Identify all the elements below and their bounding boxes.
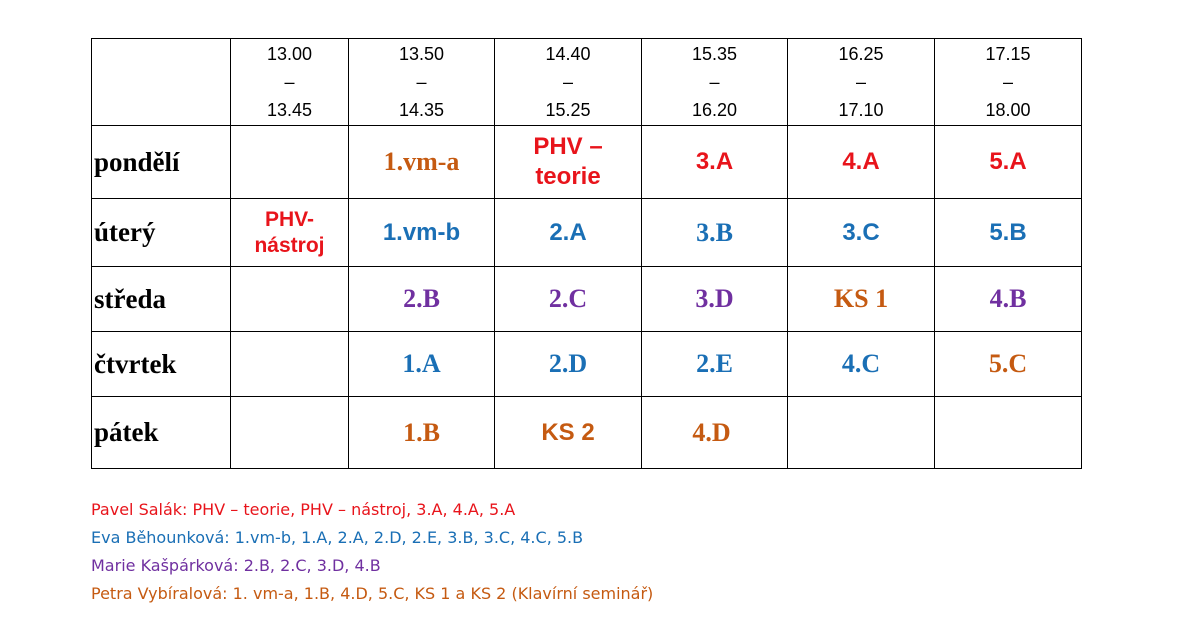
time-slot-5: 16.25 – 17.10: [787, 38, 935, 126]
legend-line-salak: Pavel Salák: PHV – teorie, PHV – nástroj…: [91, 500, 516, 519]
time-end: 15.25: [545, 100, 591, 120]
time-end: 13.45: [266, 100, 313, 120]
lesson-cell: 4.C: [787, 331, 935, 397]
header-row: 13.00 – 13.45 13.50 – 14.35 14.40 – 15.2…: [91, 38, 1082, 126]
lesson-cell: 2.A: [494, 198, 642, 267]
lesson-cell: [230, 125, 349, 199]
lesson-cell: 3.D: [641, 266, 788, 332]
lesson-line: PHV –: [533, 133, 603, 160]
lesson-line: PHV-: [264, 207, 314, 231]
lesson-cell: [934, 396, 1082, 469]
time-slot-4: 15.35 – 16.20: [641, 38, 788, 126]
time-dash: –: [855, 72, 866, 92]
time-start: 17.15: [985, 44, 1031, 64]
lesson-line: teorie: [535, 163, 601, 190]
corner-cell: [91, 38, 231, 126]
lesson-cell: KS 2: [494, 396, 642, 469]
time-end: 16.20: [691, 100, 738, 120]
lesson-cell: [787, 396, 935, 469]
time-dash: –: [1002, 72, 1013, 92]
day-label: čtvrtek: [91, 331, 231, 397]
time-slot-2: 13.50 – 14.35: [348, 38, 495, 126]
time-dash: –: [562, 72, 573, 92]
time-slot-3: 14.40 – 15.25: [494, 38, 642, 126]
day-label: středa: [91, 266, 231, 332]
day-row-thursday: čtvrtek 1.A 2.D 2.E 4.C 5.C: [91, 331, 1082, 397]
lesson-cell: 2.D: [494, 331, 642, 397]
lesson-cell: PHV – teorie: [494, 125, 642, 199]
lesson-cell: [230, 266, 349, 332]
lesson-cell: 2.C: [494, 266, 642, 332]
lesson-cell: PHV- nástroj: [230, 198, 349, 267]
day-label: pondělí: [91, 125, 231, 199]
day-row-friday: pátek 1.B KS 2 4.D: [91, 396, 1082, 469]
legend-line-behounkova: Eva Běhounková: 1.vm-b, 1.A, 2.A, 2.D, 2…: [91, 528, 584, 547]
lesson-cell: 1.B: [348, 396, 495, 469]
lesson-cell: 4.A: [787, 125, 935, 199]
lesson-cell: 3.C: [787, 198, 935, 267]
lesson-line: nástroj: [254, 233, 325, 257]
time-dash: –: [709, 72, 720, 92]
lesson-cell: KS 1: [787, 266, 935, 332]
lesson-cell: 5.A: [934, 125, 1082, 199]
day-row-tuesday: úterý PHV- nástroj 1.vm-b 2.A 3.B 3.C 5.…: [91, 198, 1082, 267]
day-row-monday: pondělí 1.vm-a PHV – teorie 3.A 4.A 5.A: [91, 125, 1082, 199]
time-start: 14.40: [545, 44, 591, 64]
lesson-cell: 2.E: [641, 331, 788, 397]
day-label: pátek: [91, 396, 231, 469]
lesson-cell: 5.B: [934, 198, 1082, 267]
time-start: 13.50: [398, 44, 445, 64]
time-end: 14.35: [398, 100, 445, 120]
time-start: 16.25: [838, 44, 884, 64]
time-slot-1: 13.00 – 13.45: [230, 38, 349, 126]
lesson-cell: [230, 331, 349, 397]
lesson-cell: 1.A: [348, 331, 495, 397]
lesson-cell: [230, 396, 349, 469]
lesson-cell: 3.B: [641, 198, 788, 267]
schedule-table: 13.00 – 13.45 13.50 – 14.35 14.40 – 15.2…: [91, 38, 1082, 469]
lesson-cell: 1.vm-a: [348, 125, 495, 199]
time-end: 18.00: [985, 100, 1031, 120]
lesson-cell: 4.B: [934, 266, 1082, 332]
legend-line-kasparkova: Marie Kašpárková: 2.B, 2.C, 3.D, 4.B: [91, 556, 381, 575]
day-label: úterý: [91, 198, 231, 267]
time-end: 17.10: [838, 100, 884, 120]
time-dash: –: [416, 72, 427, 92]
legend-line-vybiralova: Petra Vybíralová: 1. vm-a, 1.B, 4.D, 5.C…: [91, 584, 654, 603]
day-row-wednesday: středa 2.B 2.C 3.D KS 1 4.B: [91, 266, 1082, 332]
lesson-cell: 2.B: [348, 266, 495, 332]
lesson-cell: 3.A: [641, 125, 788, 199]
time-start: 15.35: [691, 44, 738, 64]
lesson-cell: 5.C: [934, 331, 1082, 397]
time-start: 13.00: [266, 44, 313, 64]
lesson-cell: 4.D: [641, 396, 788, 469]
lesson-cell: 1.vm-b: [348, 198, 495, 267]
time-dash: –: [284, 72, 295, 92]
time-slot-6: 17.15 – 18.00: [934, 38, 1082, 126]
